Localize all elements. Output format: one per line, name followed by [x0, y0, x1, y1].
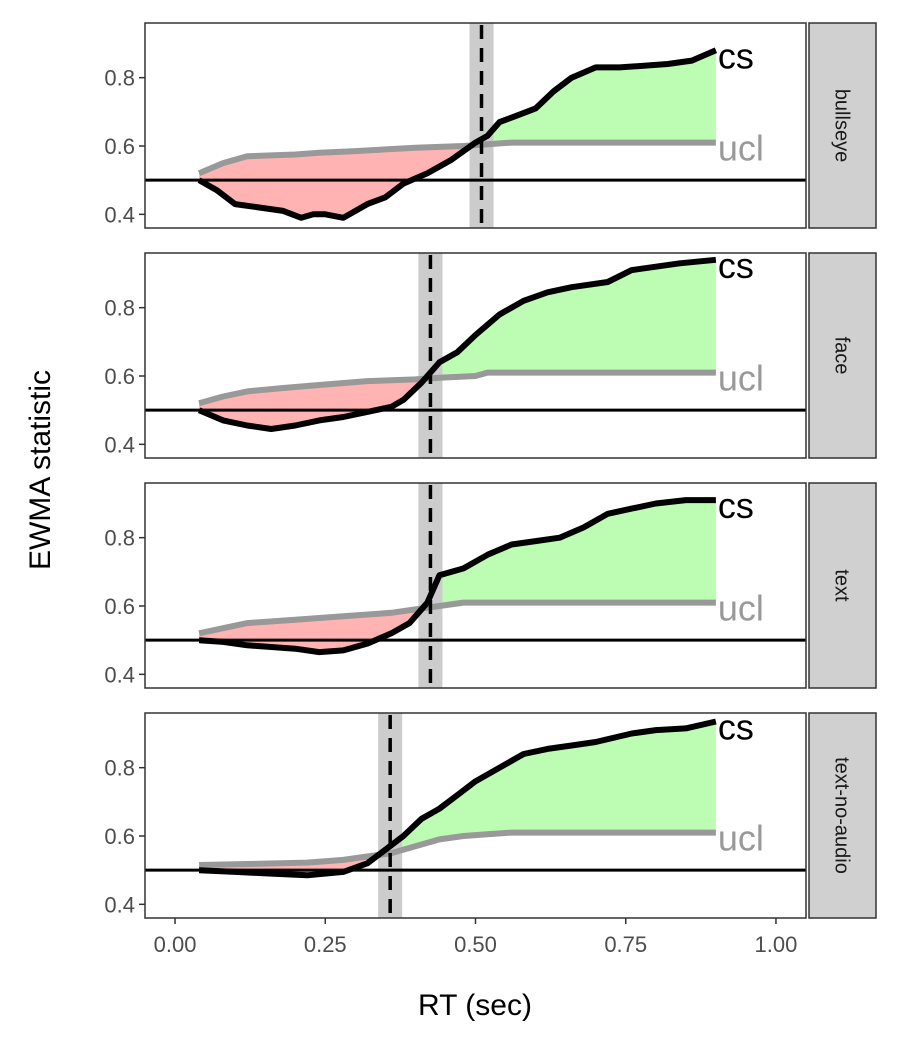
- cs-label: cs: [718, 245, 754, 286]
- ucl-label: ucl: [718, 588, 764, 629]
- above-ucl-area: [385, 721, 716, 854]
- facet-strip-label: text-no-audio: [831, 757, 853, 874]
- panel-border: [144, 22, 807, 229]
- facet-strip: [808, 482, 877, 689]
- ucl-line: [199, 829, 716, 868]
- ucl-line: [198, 369, 716, 407]
- y-tick-label: 0.6: [104, 824, 135, 849]
- facet-strip: [808, 22, 877, 229]
- ucl-label: ucl: [718, 128, 764, 169]
- cs-label: cs: [718, 485, 754, 526]
- y-tick-label: 0.4: [104, 432, 135, 457]
- y-tick-label: 0.8: [104, 296, 135, 321]
- facet-strip-label: face: [831, 337, 853, 375]
- x-tick-label: 1.00: [755, 932, 798, 957]
- y-axis-title: EWMA statistic: [24, 370, 57, 570]
- cs-line: [197, 256, 717, 432]
- ucl-line: [197, 139, 716, 177]
- panel-text: cs ucl 0.4 0.6 0.8 text: [104, 482, 877, 689]
- panel-bullseye: cs ucl 0.4 0.6 0.8 bullseye: [104, 22, 877, 229]
- x-axis-title: RT (sec): [418, 989, 532, 1022]
- facet-strip: [808, 252, 877, 459]
- above-ucl-area: [476, 50, 716, 146]
- x-axis: 0.00 0.25 0.50 0.75 1.00: [154, 918, 798, 957]
- y-tick-label: 0.8: [104, 756, 135, 781]
- facet-strip-label: text: [831, 569, 853, 602]
- ucl-label: ucl: [718, 358, 764, 399]
- y-tick-label: 0.6: [104, 134, 135, 159]
- cs-line: [198, 497, 716, 656]
- y-tick-label: 0.4: [104, 892, 135, 917]
- y-tick-label: 0.6: [104, 364, 135, 389]
- y-tick-label: 0.8: [104, 66, 135, 91]
- facet-strip-label: bullseye: [831, 89, 853, 162]
- x-tick-label: 0.50: [454, 932, 497, 957]
- panels-layer: cs ucl 0.4 0.6 0.8 bullseye cs ucl 0.4 0.6 0.8 face…: [104, 22, 877, 919]
- y-tick-label: 0.4: [104, 202, 135, 227]
- y-tick-label: 0.6: [104, 594, 135, 619]
- panel-face: cs ucl 0.4 0.6 0.8 face: [104, 245, 877, 459]
- y-tick-label: 0.4: [104, 662, 135, 687]
- facet-strip: [808, 712, 877, 919]
- x-tick-label: 0.75: [604, 932, 647, 957]
- above-ucl-area: [424, 259, 716, 379]
- cs-label: cs: [718, 35, 754, 76]
- x-tick-label: 0.25: [304, 932, 347, 957]
- panel-border: [144, 482, 807, 689]
- ucl-label: ucl: [718, 818, 764, 859]
- cs-line: [197, 47, 718, 221]
- x-tick-label: 0.00: [154, 932, 197, 957]
- panel-border: [144, 252, 807, 459]
- cs-line: [198, 718, 717, 879]
- above-ucl-area: [424, 500, 716, 609]
- y-tick-label: 0.8: [104, 526, 135, 551]
- ucl-line: [198, 599, 716, 637]
